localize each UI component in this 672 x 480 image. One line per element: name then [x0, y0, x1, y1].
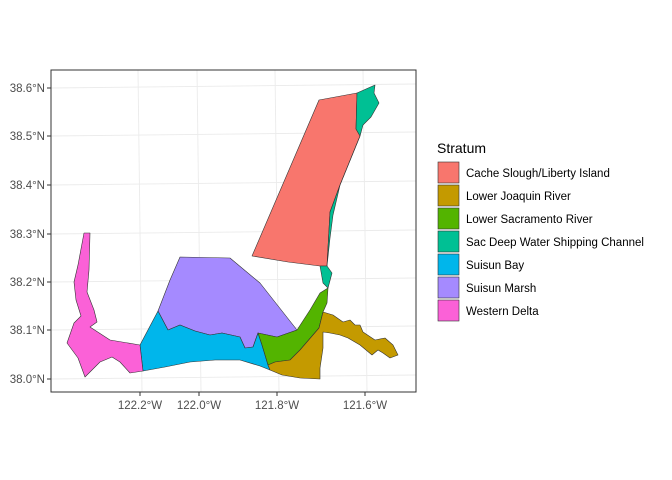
graticule-lat-38-3 — [50, 229, 417, 235]
legend-swatch-lower-sacramento-river — [437, 207, 460, 230]
legend-label-sac-deep-water-shipping-channel: Sac Deep Water Shipping Channel — [466, 237, 644, 249]
y-tick-label-38-1-n: 38.1°N — [10, 325, 45, 337]
panel-border — [50, 69, 417, 393]
legend-swatch-suisun-marsh — [437, 276, 460, 299]
y-tick-label-38-3-n: 38.3°N — [10, 229, 45, 241]
legend-entries: Cache Slough/Liberty Island Lower Joaquin… — [437, 161, 644, 322]
x-tick-label-121-6-w: 121.6°W — [343, 400, 387, 412]
legend-swatch-lower-joaquin-river — [437, 184, 460, 207]
legend-swatch-cache-slough-liberty-island — [437, 161, 460, 184]
x-axis: 122.2°W 122.0°W 121.8°W 121.6°W — [118, 392, 387, 412]
strata-regions — [66, 84, 399, 380]
y-tick-label-38-5-n: 38.5°N — [10, 131, 45, 143]
legend-swatch-sac-deep-water-shipping-channel — [437, 230, 460, 253]
y-tick-label-38-4-n: 38.4°N — [10, 180, 45, 192]
region-lower-joaquin-river — [267, 311, 399, 380]
graticule-lat-38-6 — [50, 83, 417, 89]
x-tick-label-122-2-w: 122.2°W — [118, 400, 162, 412]
region-sac-deep-water-shipping-channel — [319, 84, 380, 289]
y-tick-label-38-2-n: 38.2°N — [10, 277, 45, 289]
y-tick-label-38-0-n: 38.0°N — [10, 374, 45, 386]
legend: Stratum Cache Slough/Liberty Island Lower… — [437, 140, 644, 322]
legend-label-lower-joaquin-river: Lower Joaquin River — [466, 191, 571, 203]
legend-swatch-suisun-bay — [437, 253, 460, 276]
legend-swatch-western-delta — [437, 299, 460, 322]
x-tick-label-122-0-w: 122.0°W — [177, 400, 221, 412]
x-tick-label-121-8-w: 121.8°W — [255, 400, 299, 412]
graticule-lon-122-2 — [137, 69, 143, 393]
graticule-lat-38-4 — [50, 180, 417, 186]
region-western-delta — [66, 232, 144, 378]
legend-label-lower-sacramento-river: Lower Sacramento River — [466, 214, 593, 226]
legend-title: Stratum — [437, 140, 486, 156]
legend-label-cache-slough-liberty-island: Cache Slough/Liberty Island — [466, 168, 610, 180]
legend-label-suisun-marsh: Suisun Marsh — [466, 283, 536, 295]
graticule-lat-38-0 — [50, 374, 417, 380]
y-axis: 38.0°N 38.1°N 38.2°N 38.3°N 38.4°N 38.5°N 38.6… — [10, 83, 51, 386]
legend-label-suisun-bay: Suisun Bay — [466, 260, 524, 272]
legend-label-western-delta: Western Delta — [466, 306, 539, 318]
y-tick-label-38-6-n: 38.6°N — [10, 83, 45, 95]
